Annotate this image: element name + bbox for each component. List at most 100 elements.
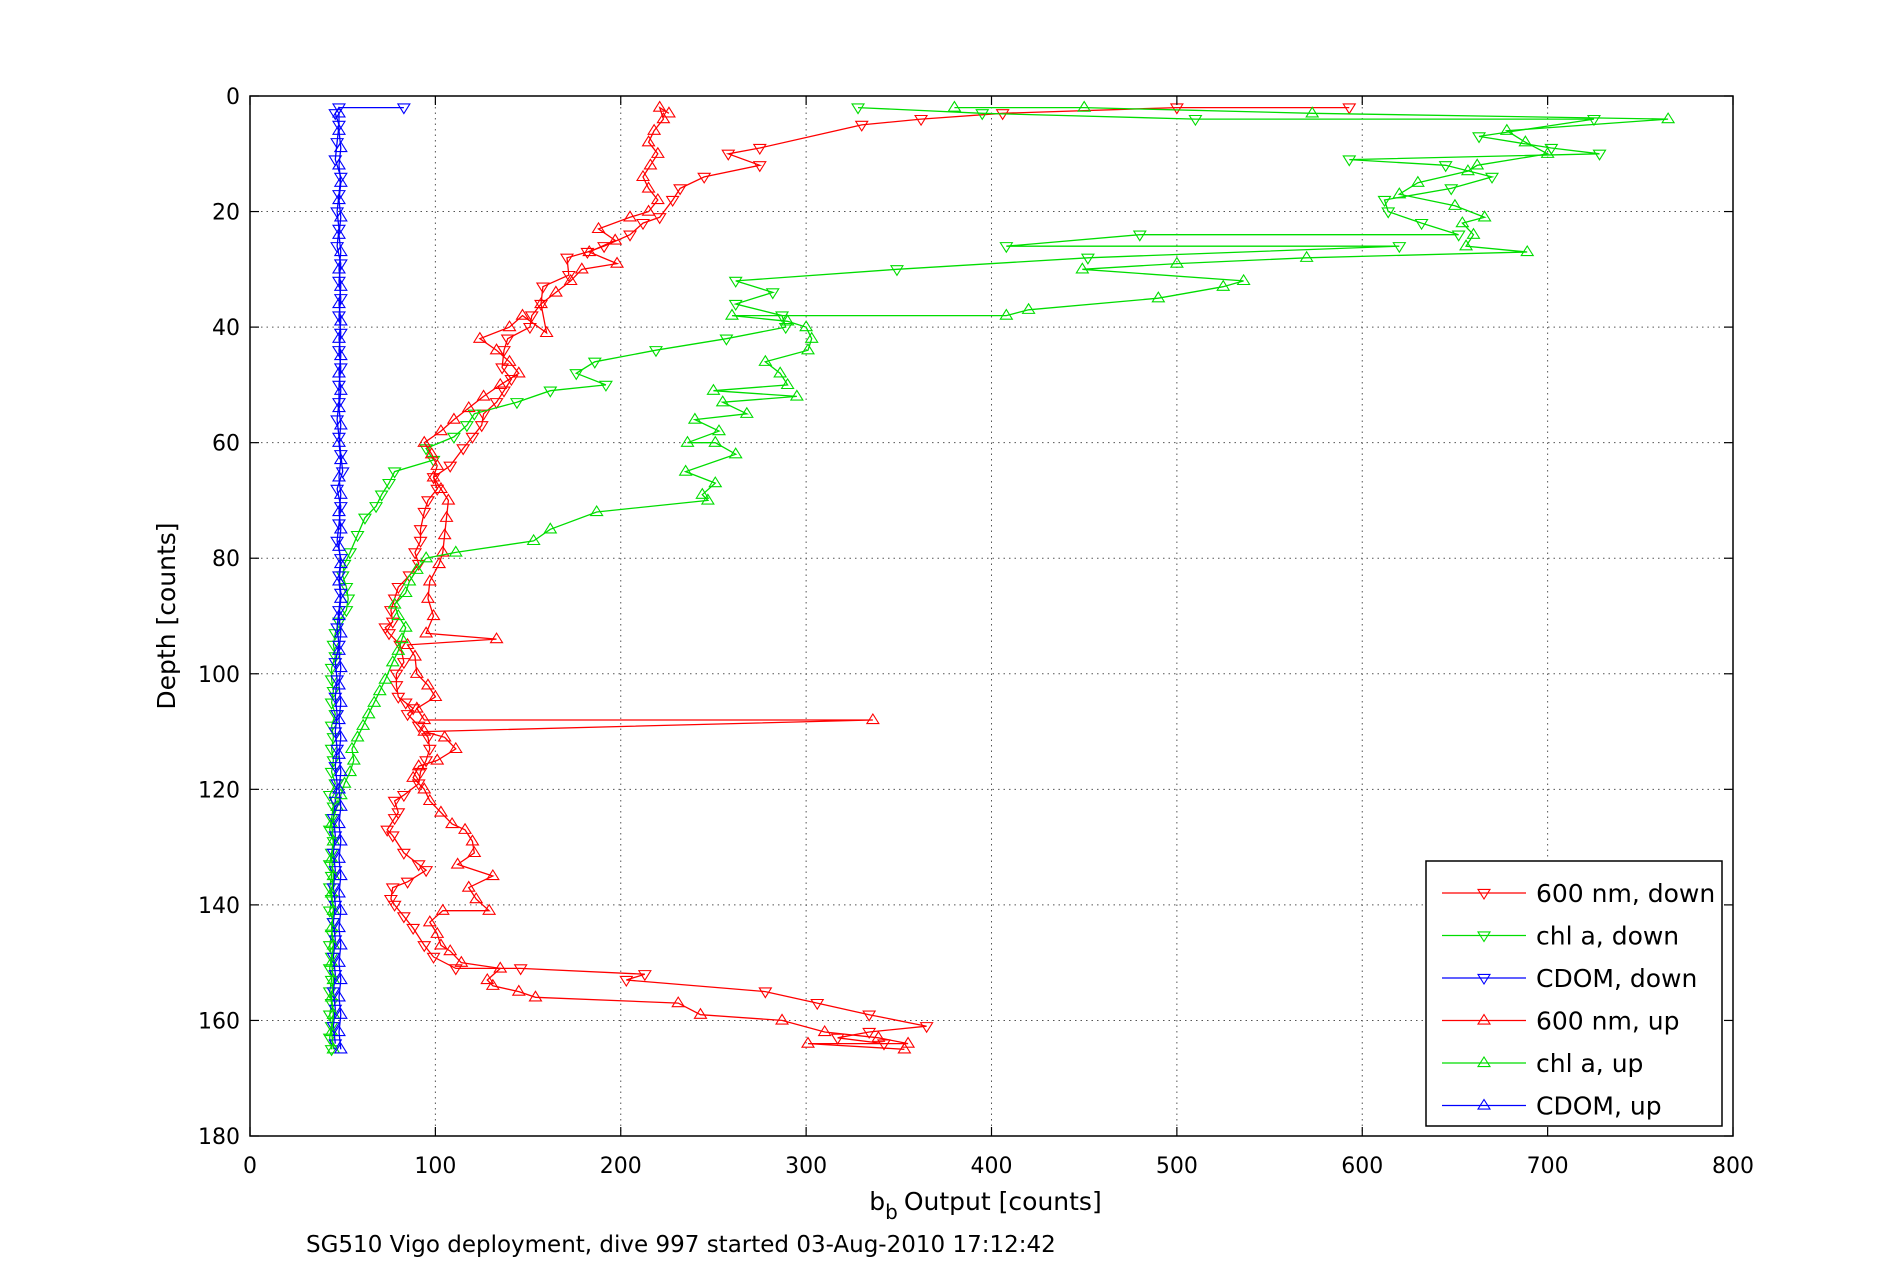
data-point-marker (598, 380, 613, 392)
data-point-marker (865, 712, 880, 725)
data-point-marker (472, 331, 487, 343)
legend-entry: chl a, down (1442, 922, 1679, 951)
data-point-marker (337, 776, 352, 788)
data-point-marker (333, 383, 348, 395)
data-point-marker (459, 421, 474, 433)
data-point-marker (331, 747, 346, 759)
data-point-marker (1477, 210, 1492, 222)
data-point-marker (652, 100, 667, 112)
data-point-marker (322, 790, 337, 803)
legend-label: 600 nm, up (1536, 1007, 1679, 1036)
data-point-marker (420, 496, 435, 508)
data-point-marker (758, 987, 773, 999)
data-point-marker (333, 730, 348, 742)
data-point-marker (378, 623, 393, 635)
data-point-marker (480, 972, 495, 985)
data-point-marker (458, 822, 473, 834)
data-point-marker (333, 175, 348, 187)
data-point-marker (476, 389, 491, 401)
data-point-marker (337, 559, 352, 572)
data-point-marker (419, 551, 434, 563)
x-tick-label: 700 (1527, 1154, 1569, 1179)
data-point-marker (339, 606, 354, 618)
legend-label: chl a, up (1536, 1049, 1643, 1078)
data-point-marker (454, 955, 469, 967)
data-point-marker (489, 343, 504, 355)
data-point-marker (333, 1042, 348, 1054)
data-point-marker (333, 834, 348, 846)
data-point-marker (331, 851, 346, 863)
data-point-marker (548, 285, 563, 297)
data-point-marker (1075, 262, 1090, 274)
data-point-marker (331, 432, 346, 444)
data-point-marker (511, 366, 526, 378)
data-point-marker (420, 733, 435, 745)
data-point-marker (328, 727, 343, 739)
data-point-marker (343, 764, 358, 777)
legend-label: 600 nm, down (1536, 879, 1715, 908)
data-point-marker (324, 920, 339, 933)
data-point-marker (419, 626, 434, 638)
data-point-marker (728, 447, 743, 459)
data-point-marker (1132, 230, 1147, 242)
data-point-marker (1470, 158, 1485, 170)
x-tick-label: 100 (414, 1154, 456, 1179)
data-point-marker (433, 424, 448, 436)
data-point-marker (485, 978, 500, 990)
data-point-marker (343, 548, 358, 560)
data-point-marker (331, 470, 346, 482)
data-point-marker (420, 678, 435, 690)
data-point-marker (1447, 198, 1462, 210)
data-point-marker (417, 712, 432, 725)
data-point-marker (489, 632, 504, 644)
data-point-marker (817, 1024, 832, 1037)
data-point-marker (396, 658, 411, 670)
x-tick-label: 400 (971, 1154, 1013, 1179)
data-point-marker (417, 941, 432, 953)
data-point-marker (502, 354, 517, 366)
data-point-marker (1342, 103, 1357, 115)
y-tick-label: 40 (212, 316, 240, 341)
data-point-marker (804, 331, 819, 343)
data-point-marker (326, 1042, 341, 1054)
legend-marker (1477, 931, 1491, 943)
y-tick-label: 100 (198, 663, 240, 688)
data-point-marker (665, 195, 680, 208)
data-point-marker (331, 990, 346, 1002)
data-point-marker (1485, 172, 1500, 184)
data-point-marker (780, 377, 795, 390)
data-point-marker (435, 903, 450, 915)
data-point-marker (331, 192, 346, 205)
data-point-marker (1472, 132, 1487, 144)
data-point-marker (901, 1036, 916, 1048)
data-point-marker (1661, 112, 1676, 124)
data-point-marker (1518, 135, 1533, 147)
data-point-marker (975, 109, 990, 121)
data-point-marker (333, 799, 348, 811)
data-point-marker (398, 698, 413, 710)
data-point-marker (587, 357, 602, 369)
data-point-marker (422, 793, 437, 806)
data-point-marker (656, 112, 671, 124)
data-point-marker (739, 406, 754, 418)
data-point-marker (398, 620, 413, 632)
data-point-marker (500, 334, 515, 346)
data-point-marker (563, 273, 578, 286)
data-point-marker (724, 308, 739, 320)
data-point-marker (493, 961, 508, 973)
data-point-marker (1455, 216, 1470, 228)
data-point-marker (1499, 123, 1514, 135)
data-point-marker (324, 767, 339, 780)
data-point-marker (1466, 227, 1481, 239)
data-point-marker (535, 282, 550, 294)
data-point-marker (469, 892, 484, 904)
data-point-marker (333, 554, 348, 566)
data-point-marker (387, 467, 402, 479)
data-point-marker (712, 424, 726, 436)
data-point-marker (522, 322, 537, 335)
data-point-marker (324, 990, 339, 1002)
data-point-marker (382, 478, 397, 491)
data-point-marker (396, 912, 411, 924)
data-point-marker (387, 900, 402, 912)
data-point-marker (1305, 106, 1320, 118)
